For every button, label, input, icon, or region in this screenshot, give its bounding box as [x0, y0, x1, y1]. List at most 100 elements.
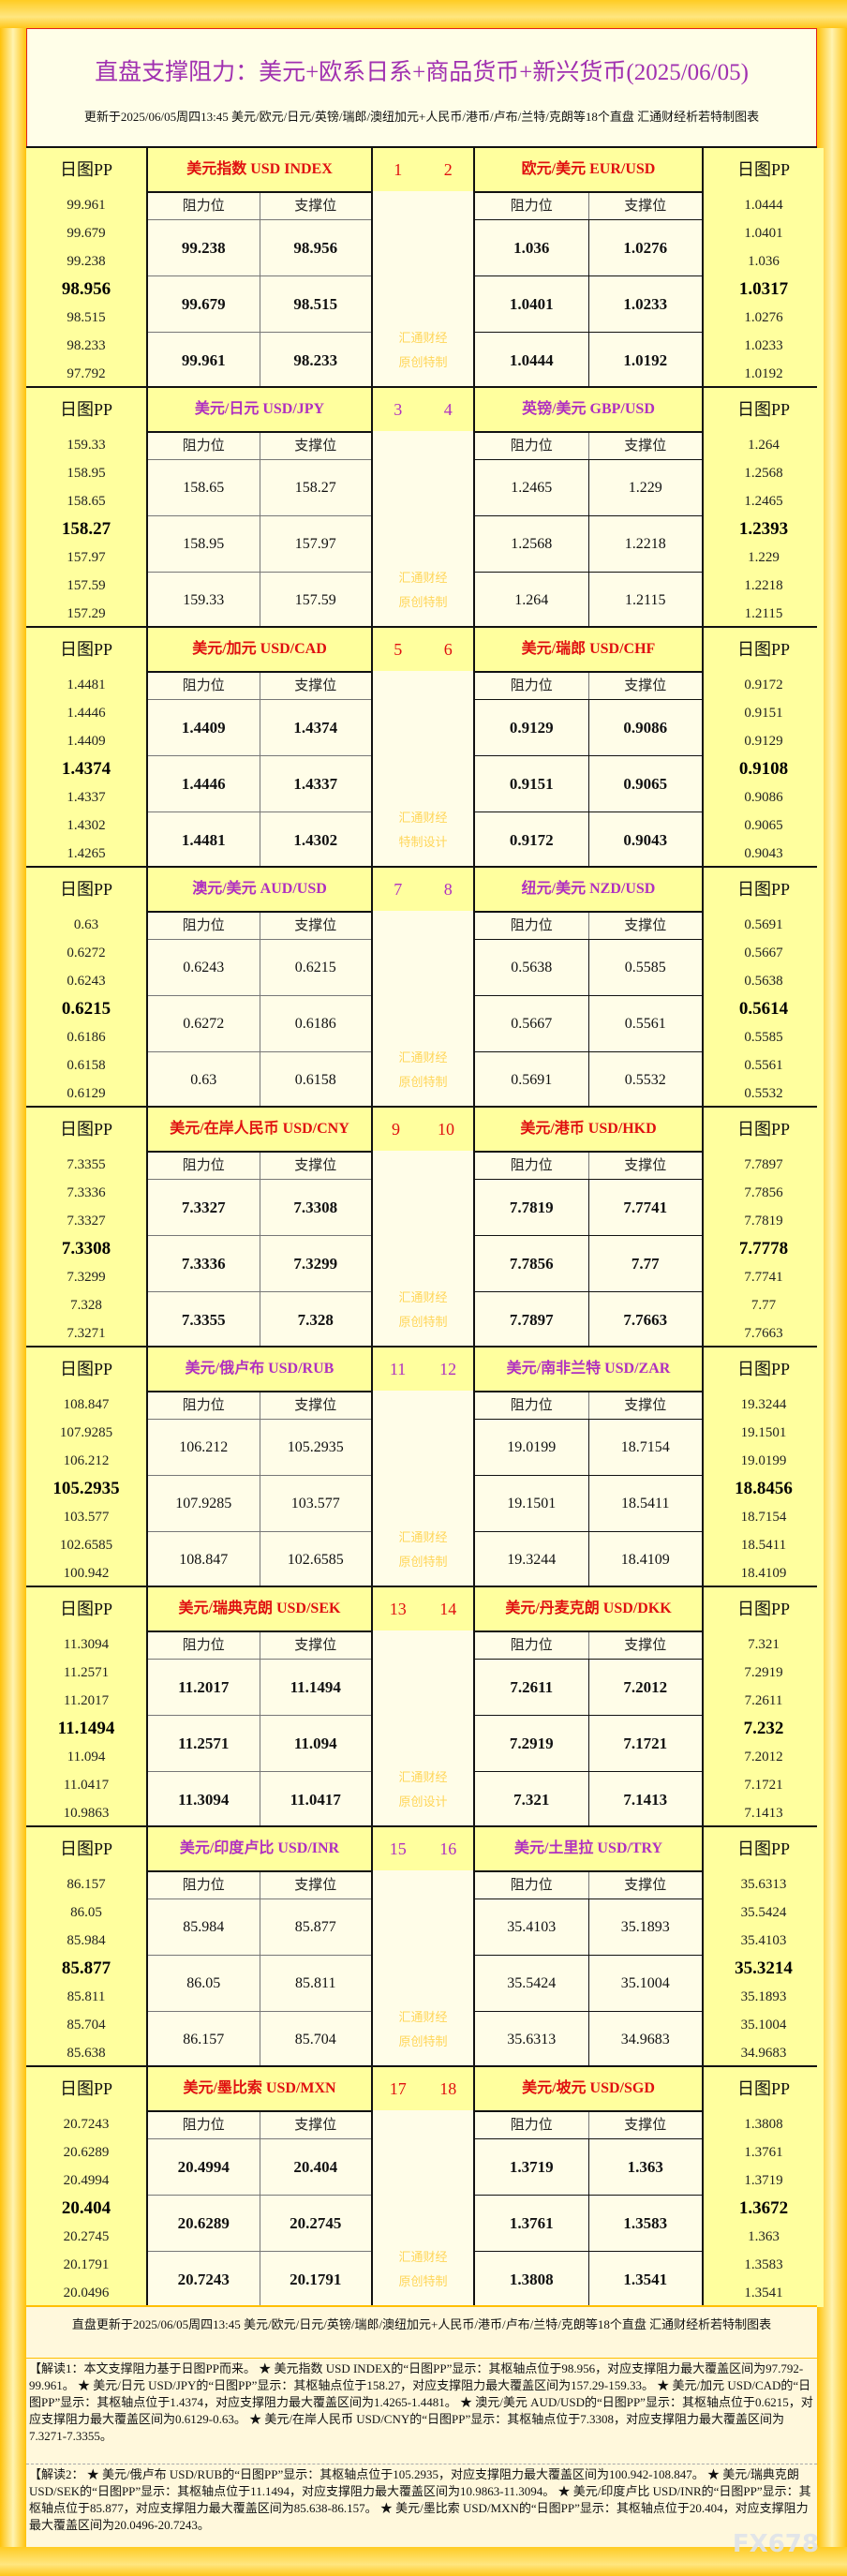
support-value: 20.2745	[290, 2214, 342, 2232]
pp-header: 日图PP	[59, 640, 113, 659]
pp-level: 85.811	[67, 1989, 106, 2004]
watermark-line: 汇通财经	[398, 1770, 448, 1784]
pp-header: 日图PP	[59, 1839, 113, 1858]
resistance-header: 阻力位	[475, 1872, 589, 1898]
resistance-value: 86.157	[148, 2012, 260, 2067]
pp-column-left: 日图PP 86.157 86.05 85.984 85.877 85.811 85.704 8…	[26, 1827, 146, 2067]
resistance-value: 0.6243	[148, 940, 260, 995]
resistance-value: 107.9285	[148, 1476, 260, 1531]
table-row: 0.6272 0.6186	[148, 995, 371, 1051]
pp-level: 1.0276	[744, 310, 783, 325]
pp-column-right: 日图PP 1.264 1.2568 1.2465 1.2393 1.229 1.2218 1.…	[704, 388, 824, 628]
column-headers: 阻力位 支撑位	[475, 431, 702, 459]
pp-level: 0.6186	[67, 1030, 106, 1045]
watermark: 汇通财经 原创特制	[373, 326, 473, 375]
table-row: 7.3355 7.328	[148, 1291, 371, 1348]
support-value: 1.3583	[623, 2214, 668, 2232]
pair-title: 欧元/美元 EUR/USD	[475, 148, 702, 191]
resistance-value: 85.984	[148, 1899, 260, 1955]
pp-level: 0.9151	[744, 706, 783, 721]
section-number-column: 15 16 汇通财经 原创特制	[373, 1827, 473, 2067]
pp-level: 0.9043	[744, 846, 783, 861]
pair-title: 英镑/美元 GBP/USD	[475, 388, 702, 431]
table-row: 7.2611 7.2012	[475, 1659, 702, 1715]
table-row: 35.4103 35.1893	[475, 1898, 702, 1955]
support-value: 0.6215	[294, 960, 336, 975]
pp-level: 103.577	[63, 1510, 110, 1525]
support-value: 1.363	[627, 2158, 663, 2176]
support-header: 支撑位	[624, 1398, 667, 1413]
section-number: 3	[394, 400, 403, 419]
table-row: 1.4446 1.4337	[148, 755, 371, 812]
pair-title: 纽元/美元 NZD/USD	[475, 868, 702, 911]
resistance-header: 阻力位	[148, 913, 260, 939]
pp-column-left: 日图PP 7.3355 7.3336 7.3327 7.3308 7.3299 7.328 7…	[26, 1108, 146, 1348]
table-row: 7.7856 7.77	[475, 1235, 702, 1291]
pivot-value: 7.3308	[61, 1239, 111, 1258]
support-value: 11.1494	[290, 1678, 341, 1696]
table-row: 20.7243 20.1791	[148, 2251, 371, 2307]
section-number: 8	[443, 880, 453, 899]
pp-column-left: 日图PP 20.7243 20.6289 20.4994 20.404 20.2745 20…	[26, 2067, 146, 2307]
pivot-value: 18.8456	[735, 1479, 793, 1498]
table-row: 86.157 85.704	[148, 2011, 371, 2067]
pp-level: 159.33	[67, 438, 106, 453]
pp-column-left: 日图PP 0.63 0.6272 0.6243 0.6215 0.6186 0.6158 0.…	[26, 868, 146, 1108]
pp-level: 86.157	[67, 1877, 106, 1892]
resistance-header: 阻力位	[475, 1632, 589, 1659]
resistance-header: 阻力位	[148, 1632, 260, 1659]
pivot-value: 0.5614	[738, 999, 789, 1019]
section-number: 18	[439, 2079, 457, 2098]
level-table-left: 美元指数 USD INDEX 阻力位 支撑位 99.238 98.956 99.679 98…	[146, 148, 373, 388]
pp-level: 7.1413	[744, 1806, 783, 1821]
column-headers: 阻力位 支撑位	[475, 191, 702, 219]
pp-level: 0.5638	[744, 974, 783, 989]
resistance-value: 159.33	[148, 573, 260, 628]
column-headers: 阻力位 支撑位	[148, 1151, 371, 1179]
pp-level: 0.6158	[67, 1058, 106, 1073]
pp-level: 18.4109	[740, 1566, 787, 1581]
table-row: 7.321 7.1413	[475, 1771, 702, 1827]
pp-level: 99.238	[67, 254, 106, 269]
pp-level: 86.05	[70, 1905, 102, 1920]
pp-level: 11.0417	[63, 1778, 110, 1793]
pivot-value: 1.2393	[738, 519, 789, 539]
support-value: 1.2218	[624, 536, 666, 552]
pp-level: 35.6313	[740, 1877, 787, 1892]
pp-level: 106.212	[63, 1453, 110, 1468]
support-header: 支撑位	[294, 439, 337, 454]
pp-header: 日图PP	[59, 160, 113, 179]
pair-section: 日图PP 86.157 86.05 85.984 85.877 85.811 85.704 8…	[26, 1825, 824, 2067]
watermark: 汇通财经 原创特制	[373, 1526, 473, 1574]
pp-header: 日图PP	[59, 400, 113, 419]
support-value: 1.3541	[623, 2271, 668, 2288]
pivot-value: 7.232	[743, 1719, 784, 1738]
support-value: 0.5585	[624, 960, 666, 975]
resistance-value: 99.961	[148, 333, 260, 388]
resistance-header: 阻力位	[475, 433, 589, 459]
section-number-column: 3 4 汇通财经 原创特制	[373, 388, 473, 628]
resistance-header: 阻力位	[148, 1153, 260, 1179]
pp-level: 19.3244	[740, 1397, 787, 1412]
table-row: 19.0199 18.7154	[475, 1419, 702, 1475]
page-title: 直盘支撑阻力：美元+欧系日系+商品货币+新兴货币(2025/06/05)	[95, 60, 749, 85]
pp-level: 1.0192	[744, 366, 783, 381]
section-number: 7	[394, 880, 403, 899]
pair-section: 日图PP 159.33 158.95 158.65 158.27 157.97 157.59…	[26, 386, 824, 628]
level-table-left: 美元/墨比索 USD/MXN 阻力位 支撑位 20.4994 20.404 20.6289…	[146, 2067, 373, 2307]
pp-level: 35.4103	[740, 1933, 787, 1948]
pp-level: 1.2568	[744, 466, 783, 481]
column-headers: 阻力位 支撑位	[148, 1870, 371, 1898]
support-value: 0.6158	[294, 1072, 336, 1088]
resistance-value: 20.7243	[148, 2252, 260, 2307]
support-value: 157.59	[294, 592, 336, 608]
interpretation-2: 【解读2： ★ 美元/俄卢布 USD/RUB的“日图PP”显示：其枢轴点位于10…	[26, 2464, 817, 2547]
pp-level: 0.5561	[744, 1058, 783, 1073]
pp-level: 157.59	[67, 578, 106, 593]
table-row: 86.05 85.811	[148, 1955, 371, 2011]
watermark-line: 特制设计	[398, 835, 448, 849]
column-headers: 阻力位 支撑位	[475, 1151, 702, 1179]
pivot-value: 98.956	[61, 279, 111, 299]
